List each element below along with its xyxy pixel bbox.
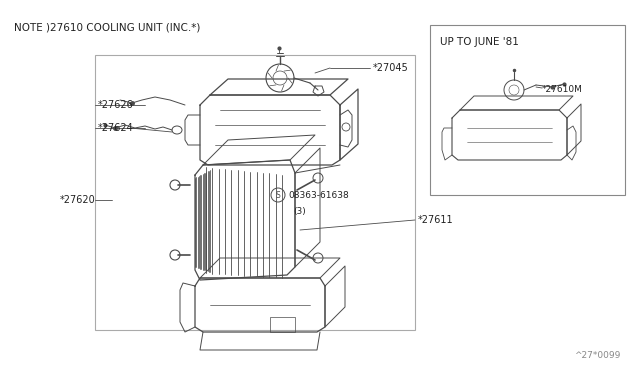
Text: *27611: *27611 (418, 215, 454, 225)
Text: *27624: *27624 (98, 123, 134, 133)
Text: *27610M: *27610M (542, 84, 583, 93)
Text: *27620: *27620 (60, 195, 96, 205)
Text: ^27*0099: ^27*0099 (573, 351, 620, 360)
Text: UP TO JUNE '81: UP TO JUNE '81 (440, 37, 519, 47)
Text: *27626: *27626 (98, 100, 134, 110)
Text: *27045: *27045 (373, 63, 409, 73)
Text: (3): (3) (293, 207, 306, 216)
Text: S: S (276, 190, 280, 199)
Text: 08363-61638: 08363-61638 (288, 190, 349, 199)
Bar (270, 317, 295, 332)
Bar (430, 25, 625, 195)
Bar (95, 55, 415, 330)
Text: NOTE )27610 COOLING UNIT (INC.*): NOTE )27610 COOLING UNIT (INC.*) (14, 22, 200, 32)
